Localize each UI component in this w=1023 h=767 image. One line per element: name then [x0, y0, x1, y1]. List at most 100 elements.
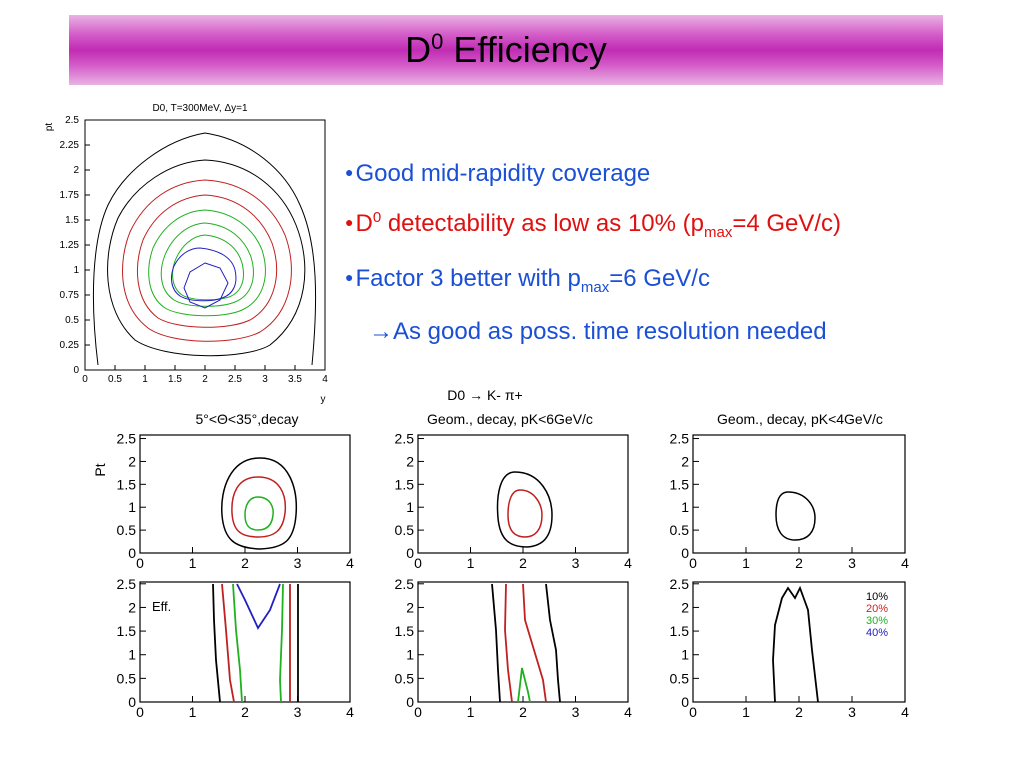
bullet-4-text: As good as poss. time resolution needed: [393, 317, 827, 345]
panel-top-2: Geom., decay, pK<6GeV/c 0 1 2 3 4 0 0.5 1 1.5 2 2.…: [395, 411, 633, 571]
y-tick-label: 0.5: [117, 670, 137, 686]
y-tick-label: 2.5: [117, 576, 137, 592]
y-tick-label: 0.5: [670, 522, 690, 538]
x-tick-label: 3: [572, 555, 580, 571]
y-tick-label: 0.5: [117, 522, 137, 538]
panel-bottom-3: 0 1 2 3 4 0 0.5 1 1.5 2 2.5 10% 20% 30% 40%: [670, 576, 910, 720]
y-tick-label: 1: [681, 499, 689, 515]
y-tick-label: 0: [681, 694, 689, 710]
panel-bottom-1-ticks: 0 1 2 3 4 0 0.5 1 1.5 2 2.5: [117, 576, 355, 720]
y-tick-label: 2.5: [395, 576, 415, 592]
x-tick-label: 1: [142, 374, 148, 385]
chart-top-left-yticks: 0 0.25 0.5 0.75 1 1.25 1.5 1.75 2 2.25 2.5: [60, 115, 90, 376]
bullet-2-post: detectability as low as 10% (p: [381, 210, 704, 237]
y-tick-label: 1: [128, 499, 136, 515]
group-title: D0 → K- π+: [447, 387, 522, 403]
y-tick-label: 0.5: [670, 670, 690, 686]
contour-10: [496, 471, 553, 548]
contour-black-outer: [92, 132, 317, 366]
contour-black-inner: [107, 159, 306, 357]
y-tick-label: 1.5: [670, 623, 690, 639]
panel-bottom-2: 0 1 2 3 4 0 0.5 1 1.5 2 2.5: [395, 576, 633, 720]
x-tick-label: 4: [624, 704, 632, 720]
bullet-3: ●Factor 3 better with pmax=6 GeV/c: [345, 255, 841, 310]
right-arrow-icon: →: [369, 317, 393, 345]
y-tick-label: 0.5: [395, 670, 415, 686]
contour-30: [244, 496, 274, 531]
panel-bottom-3-ticks: 0 1 2 3 4 0 0.5 1 1.5 2 2.5: [670, 576, 910, 720]
y-tick-label: 2.5: [65, 115, 79, 126]
slide-title: D0 Efficiency: [405, 29, 607, 71]
y-tick-label: 1: [73, 265, 79, 276]
contour-10-left: [212, 583, 221, 703]
bullet-1-text: Good mid-rapidity coverage: [355, 160, 651, 187]
title-bar: D0 Efficiency: [69, 15, 943, 85]
x-tick-label: 2: [519, 704, 527, 720]
panel-top-1: 5°<Θ<35°,decay Pt 0 1 2 3 4 0 0.5 1 1.5 2 2.5: [92, 411, 354, 571]
contour-green-1: [148, 209, 266, 317]
bullet-dot-icon: ●: [345, 164, 354, 180]
x-tick-label: 2: [241, 555, 249, 571]
y-tick-label: 1.5: [395, 476, 415, 492]
chart-top-left-title: D0, T=300MeV, Δy=1: [152, 103, 248, 114]
y-tick-label: 1.75: [60, 190, 80, 201]
y-tick-label: 0.5: [395, 522, 415, 538]
y-tick-label: 0: [128, 545, 136, 561]
bullet-2: ●D0 detectability as low as 10% (pmax=4 …: [345, 196, 841, 255]
panel-top-2-ticks: 0 1 2 3 4 0 0.5 1 1.5 2 2.5: [395, 431, 633, 571]
x-tick-label: 0: [689, 704, 697, 720]
x-tick-label: 2: [795, 704, 803, 720]
panel-top-1-title: 5°<Θ<35°,decay: [195, 411, 298, 427]
panel-top-3-title: Geom., decay, pK<4GeV/c: [717, 411, 883, 427]
contour-10: [775, 491, 816, 541]
y-tick-label: 1: [681, 647, 689, 663]
x-tick-label: 0: [689, 555, 697, 571]
bullet-dot-icon: ●: [345, 214, 354, 230]
bullet-2-sub: max: [703, 223, 733, 241]
contour-20-right: [522, 583, 547, 703]
contour-red-1: [122, 179, 292, 342]
contour-10: [772, 585, 819, 703]
x-tick-label: 2: [795, 555, 803, 571]
y-tick-label: 2: [681, 453, 689, 469]
y-tick-label: 2: [406, 453, 414, 469]
y-tick-label: 0.25: [60, 340, 80, 351]
contour-40: [236, 583, 281, 630]
x-tick-label: 0: [82, 374, 88, 385]
x-tick-label: 0: [136, 704, 144, 720]
chart-top-left-xticks: 0 0.5 1 1.5 2 2.5 3 3.5 4: [82, 365, 328, 385]
y-tick-label: 0: [406, 694, 414, 710]
y-tick-label: 1.5: [65, 215, 79, 226]
x-tick-label: 0: [136, 555, 144, 571]
x-tick-label: 3: [294, 555, 302, 571]
y-tick-label: 2: [681, 599, 689, 615]
x-tick-label: 0: [414, 555, 422, 571]
x-tick-label: 3.5: [288, 374, 302, 385]
chart-top-left-frame: [84, 119, 326, 371]
x-tick-label: 3: [572, 704, 580, 720]
x-tick-label: 3: [294, 704, 302, 720]
contour-20: [507, 489, 543, 538]
panel-top-2-title: Geom., decay, pK<6GeV/c: [427, 411, 593, 427]
chart-top-left: D0, T=300MeV, Δy=1 pt y 0 0.25 0.5 0.75 1 1.2…: [44, 103, 328, 405]
contour-red-2: [136, 194, 278, 328]
bullet-3-sub: max: [580, 278, 610, 296]
x-tick-label: 2.5: [228, 374, 242, 385]
x-tick-label: 1: [742, 555, 750, 571]
y-tick-label: 2.5: [670, 576, 690, 592]
y-tick-label: 2: [73, 165, 79, 176]
y-tick-label: 1.5: [117, 623, 137, 639]
y-tick-label: 1: [406, 499, 414, 515]
x-tick-label: 1: [189, 704, 197, 720]
contour-10-right: [545, 583, 561, 703]
x-tick-label: 1: [742, 704, 750, 720]
x-tick-label: 4: [346, 704, 354, 720]
contour-30-left: [232, 583, 243, 703]
contour-20-left: [504, 583, 513, 703]
panel-top-1-ylabel: Pt: [92, 463, 108, 476]
bullet-3-tail: =6 GeV/c: [609, 264, 710, 292]
y-tick-label: 0: [73, 365, 79, 376]
y-tick-label: 2.5: [395, 431, 415, 447]
x-tick-label: 0: [414, 704, 422, 720]
